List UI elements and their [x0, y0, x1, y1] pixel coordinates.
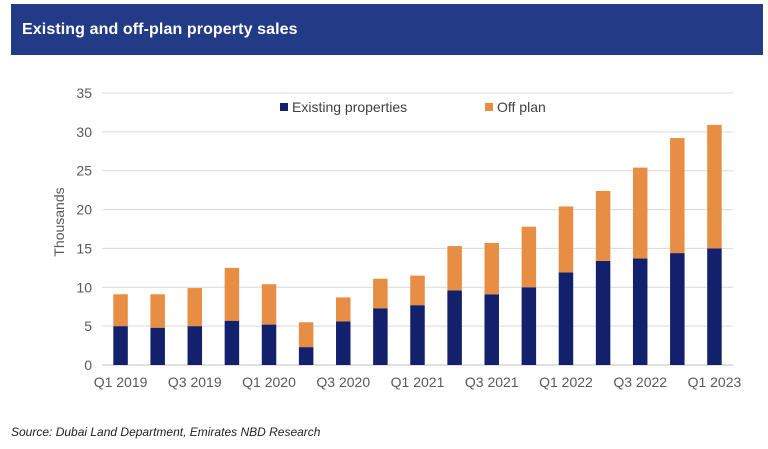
- y-tick-label: 5: [84, 318, 92, 334]
- y-tick-label: 30: [76, 124, 92, 140]
- bar-existing-properties: [373, 308, 388, 365]
- legend-label-off-plan: Off plan: [497, 99, 546, 115]
- bar-off-plan: [373, 278, 388, 309]
- bar-off-plan: [298, 322, 314, 348]
- x-tick-label: Q3 2022: [613, 374, 667, 390]
- bar-existing-properties: [336, 321, 351, 365]
- x-tick-label: Q3 2021: [465, 374, 519, 390]
- bar-off-plan: [187, 288, 203, 327]
- bar-existing-properties: [707, 248, 722, 365]
- x-tick-label: Q1 2021: [391, 374, 445, 390]
- x-tick-label: Q3 2020: [316, 374, 370, 390]
- bar-existing-properties: [150, 327, 165, 365]
- y-tick-label: 35: [76, 85, 92, 101]
- bar-existing-properties: [632, 258, 648, 365]
- bar-off-plan: [484, 242, 499, 295]
- bar-off-plan: [707, 124, 722, 249]
- chart-title: Existing and off-plan property sales: [22, 20, 298, 38]
- bar-existing-properties: [558, 272, 574, 365]
- bar-existing-properties: [187, 326, 203, 365]
- x-tick-label: Q1 2020: [242, 374, 296, 390]
- bar-existing-properties: [521, 287, 537, 365]
- x-tick-label: Q1 2019: [94, 374, 148, 390]
- bar-off-plan: [336, 297, 351, 322]
- bar-existing-properties: [670, 253, 685, 365]
- bar-existing-properties: [261, 324, 277, 365]
- bar-off-plan: [670, 138, 685, 254]
- bar-existing-properties: [484, 294, 499, 365]
- x-tick-label: Q1 2023: [688, 374, 742, 390]
- bar-off-plan: [261, 284, 277, 325]
- x-tick-label: Q1 2022: [539, 374, 593, 390]
- bar-off-plan: [558, 206, 574, 273]
- y-tick-label: 20: [76, 202, 92, 218]
- bar-existing-properties: [224, 320, 240, 365]
- bar-off-plan: [410, 275, 425, 306]
- bar-existing-properties: [298, 347, 314, 365]
- y-tick-label: 0: [84, 357, 92, 373]
- bar-off-plan: [224, 267, 240, 321]
- y-tick-label: 15: [76, 240, 92, 256]
- bar-off-plan: [521, 226, 537, 288]
- bar-existing-properties: [595, 260, 611, 365]
- bar-off-plan: [595, 190, 611, 261]
- header-bar: Existing and off-plan property sales: [11, 4, 763, 55]
- y-axis-label: Thousands: [51, 187, 67, 256]
- legend-swatch-off-plan: [485, 103, 493, 111]
- bar-off-plan: [150, 294, 165, 328]
- legend-label-existing: Existing properties: [292, 99, 407, 115]
- bar-off-plan: [632, 167, 648, 259]
- y-tick-label: 10: [76, 279, 92, 295]
- bar-existing-properties: [447, 290, 462, 365]
- bar-off-plan: [447, 246, 462, 291]
- bar-off-plan: [113, 294, 128, 327]
- bar-existing-properties: [113, 326, 128, 365]
- x-tick-label: Q3 2019: [168, 374, 222, 390]
- y-tick-label: 25: [76, 163, 92, 179]
- legend-swatch-existing: [280, 103, 288, 111]
- bar-existing-properties: [410, 305, 425, 365]
- source-note: Source: Dubai Land Department, Emirates …: [11, 425, 321, 439]
